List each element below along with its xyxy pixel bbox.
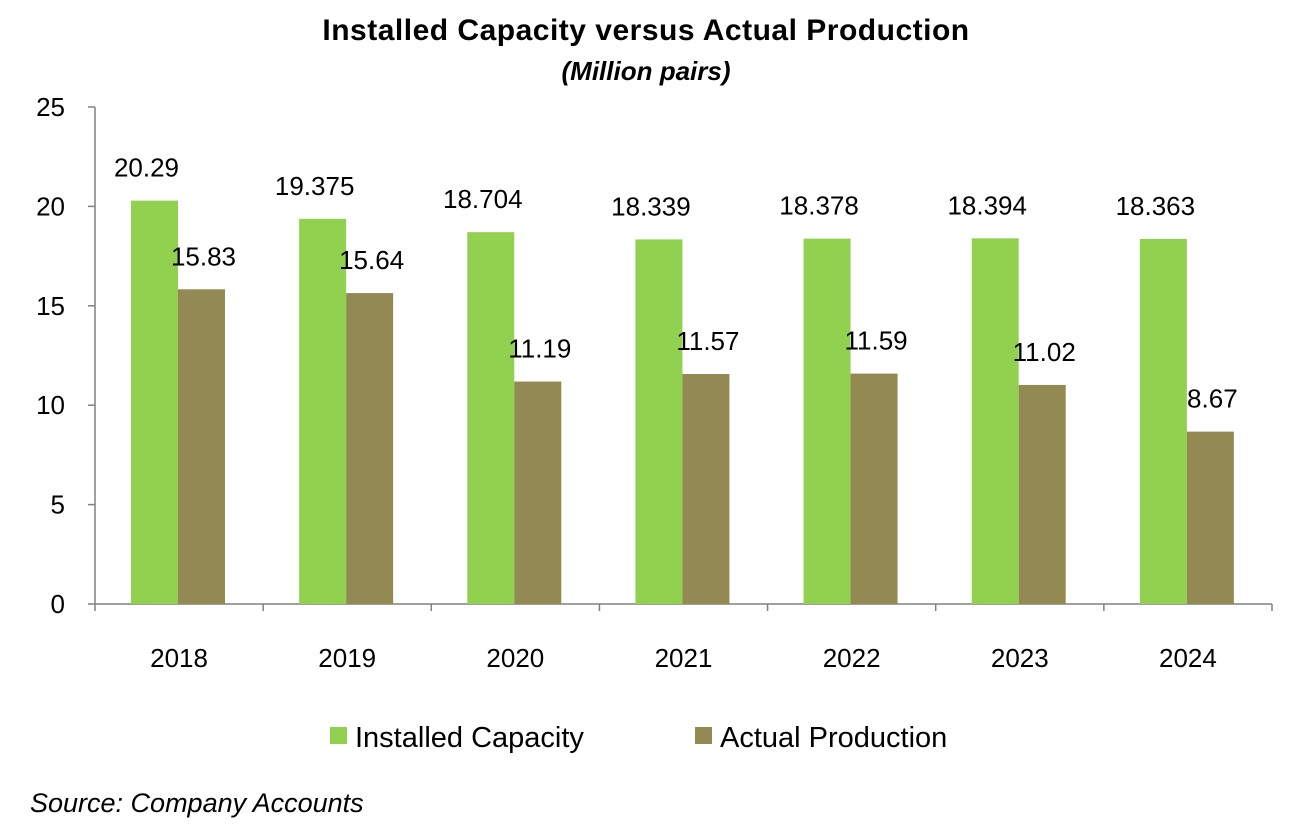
chart-title: Installed Capacity versus Actual Product… [322, 14, 969, 47]
x-tick-label: 2024 [1159, 643, 1217, 673]
data-label: 18.378 [779, 191, 859, 221]
bars-group [131, 200, 1234, 605]
data-label: 15.83 [171, 241, 236, 271]
x-tick-label: 2023 [991, 643, 1049, 673]
legend-label: Installed Capacity [355, 722, 584, 754]
bar-installed-capacity [1139, 238, 1187, 605]
legend-swatch [330, 727, 347, 744]
data-label: 18.394 [947, 190, 1027, 220]
y-axis: 0 5 10 15 20 25 [36, 92, 96, 619]
bar-installed-capacity [131, 200, 178, 604]
bar-actual-production [514, 381, 562, 604]
bar-installed-capacity [299, 218, 347, 604]
bar-actual-production [1186, 431, 1234, 604]
legend-swatch [695, 727, 712, 744]
chart-subtitle: (Million pairs) [562, 56, 731, 86]
y-tick-label: 10 [36, 390, 65, 420]
x-axis: 2018 2019 2020 2021 2022 2023 2024 [94, 603, 1273, 673]
x-tick-label: 2019 [318, 643, 376, 673]
y-tick-label: 5 [51, 490, 65, 520]
data-label: 19.375 [275, 171, 355, 201]
data-label: 18.363 [1116, 191, 1196, 221]
y-tick-label: 15 [36, 291, 65, 321]
x-tick-label: 2021 [655, 643, 713, 673]
data-label: 11.57 [676, 326, 739, 356]
legend-label: Actual Production [720, 722, 947, 754]
x-tick-label: 2020 [486, 643, 544, 673]
bar-actual-production [1018, 384, 1066, 604]
x-tick-label: 2018 [150, 643, 208, 673]
bar-actual-production [850, 373, 898, 604]
bar-actual-production [178, 289, 225, 604]
y-tick-label: 20 [36, 191, 65, 221]
data-label: 11.19 [508, 334, 571, 364]
bar-actual-production [682, 373, 730, 604]
data-label: 20.29 [114, 153, 179, 183]
bar-actual-production [346, 293, 394, 604]
bar-installed-capacity [467, 232, 515, 604]
data-label: 18.339 [611, 191, 691, 221]
data-label: 15.64 [339, 245, 404, 275]
y-tick-label: 0 [51, 589, 65, 619]
data-label: 11.02 [1013, 337, 1076, 367]
data-label: 8.67 [1187, 384, 1238, 414]
y-tick-label: 25 [36, 92, 65, 122]
data-label: 11.59 [845, 326, 908, 356]
data-label: 18.704 [443, 184, 523, 214]
legend: Installed Capacity Actual Production [330, 722, 947, 754]
data-labels-group: 20.29 19.375 18.704 18.339 18.378 18.394 18.36… [114, 153, 1238, 414]
bar-installed-capacity [635, 239, 683, 604]
bar-installed-capacity [971, 238, 1019, 605]
x-tick-label: 2022 [823, 643, 881, 673]
bar-installed-capacity [803, 238, 851, 604]
source-note: Source: Company Accounts [30, 788, 364, 818]
